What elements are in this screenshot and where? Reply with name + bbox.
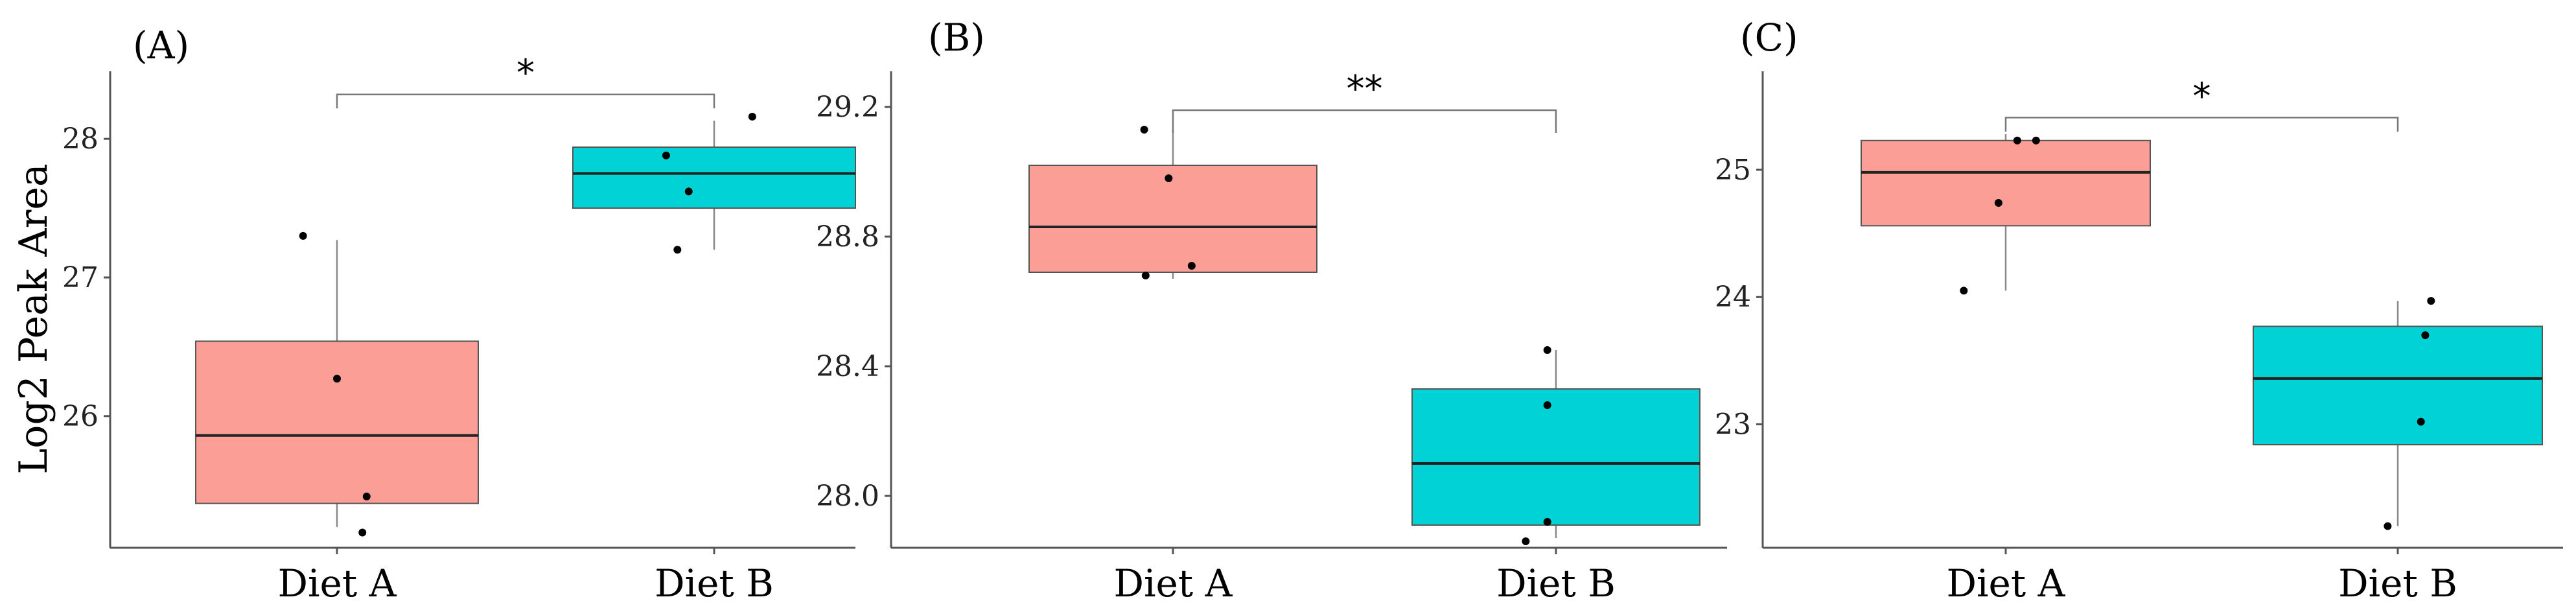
data-point: [2384, 522, 2392, 530]
significance-bracket: [2004, 117, 2399, 132]
box-diet-a: [1028, 165, 1317, 273]
data-point: [684, 187, 693, 196]
box-diet-b: [572, 146, 856, 209]
data-point: [1543, 346, 1551, 354]
y-tick-label: 26: [62, 400, 99, 433]
x-tick-label: Diet A: [1946, 561, 2065, 605]
data-point: [662, 151, 670, 159]
data-point: [1543, 518, 1551, 526]
data-point: [2427, 297, 2435, 305]
data-point: [2032, 136, 2040, 145]
data-point: [299, 231, 307, 240]
box-diet-a: [1861, 139, 2151, 227]
y-tick-label: 27: [62, 261, 99, 294]
data-point: [748, 112, 756, 121]
x-tick-label: Diet B: [2338, 561, 2457, 605]
y-tick-label: 24: [1715, 281, 1751, 314]
x-tick-label: Diet B: [655, 561, 774, 605]
chart-panel-3: (C) 23 24 25 Diet A Diet B *: [1715, 16, 2563, 605]
box-diet-a: [195, 340, 479, 504]
y-tick-label: 25: [1715, 154, 1751, 187]
y-tick-label: 28.0: [816, 480, 879, 513]
x-tick-label: Diet A: [1113, 561, 1233, 605]
significance-bracket: [1172, 109, 1557, 133]
data-point: [2013, 136, 2021, 145]
data-point: [362, 492, 371, 500]
chart-panel-2: (B) 28.0 28.4 28.8 29.2 Diet A Diet B **: [816, 16, 1727, 605]
data-point: [2421, 331, 2430, 340]
data-point: [1165, 174, 1173, 182]
x-tick-label: Diet B: [1496, 561, 1616, 605]
y-tick-label: 23: [1715, 408, 1751, 441]
y-tick-label: 28: [62, 123, 99, 156]
data-point: [1543, 401, 1551, 409]
data-point: [358, 528, 367, 537]
y-axis-label: Log2 Peak Area: [11, 163, 56, 474]
panel-label: (B): [928, 16, 985, 60]
data-point: [1187, 262, 1196, 270]
data-point: [1994, 198, 2002, 207]
y-tick-label: 29.2: [816, 91, 879, 124]
data-point: [1140, 126, 1148, 134]
y-tick-label: 28.4: [816, 350, 879, 383]
significance-bracket: [336, 93, 715, 109]
x-tick-label: Diet A: [277, 561, 397, 605]
data-point: [1522, 537, 1530, 545]
significance-label: **: [1347, 68, 1383, 110]
y-tick-label: 28.8: [816, 220, 879, 253]
data-point: [2417, 417, 2425, 426]
chart-panel-1: (A) 26 27 28 Diet A Diet B *: [62, 23, 856, 605]
data-point: [333, 375, 341, 383]
data-point: [1960, 287, 1968, 295]
data-point: [673, 246, 682, 254]
significance-label: *: [516, 53, 535, 95]
data-point: [1141, 272, 1150, 279]
significance-label: *: [2193, 75, 2211, 117]
panel-label: (C): [1740, 16, 1798, 60]
box-diet-b: [1411, 388, 1700, 526]
panel-label: (A): [133, 23, 189, 67]
box-diet-b: [2253, 325, 2543, 445]
